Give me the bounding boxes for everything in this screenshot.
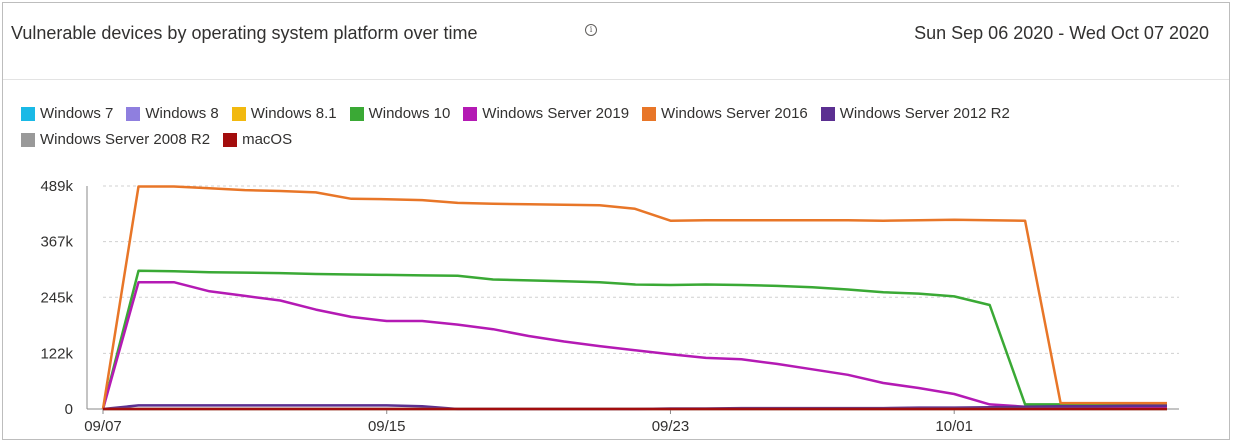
legend-label: Windows 10 xyxy=(368,105,451,122)
legend-item[interactable]: Windows Server 2012 R2 xyxy=(820,105,1010,122)
legend-swatch xyxy=(223,132,238,147)
legend-item[interactable]: Windows 7 xyxy=(21,105,113,122)
x-tick-label: 09/07 xyxy=(84,418,122,435)
legend-item[interactable]: Windows Server 2019 xyxy=(463,105,629,122)
legend-item[interactable]: Windows 10 xyxy=(349,105,451,122)
y-tick-label: 245k xyxy=(40,289,73,306)
series-line-windows-server-2016[interactable] xyxy=(101,185,1167,410)
legend-item[interactable]: Windows 8 xyxy=(126,105,219,122)
legend-label: Windows Server 2012 R2 xyxy=(839,105,1010,122)
y-tick-label: 122k xyxy=(40,345,73,362)
y-tick-label: 367k xyxy=(40,234,73,251)
date-range: Sun Sep 06 2020 - Wed Oct 07 2020 xyxy=(914,23,1209,43)
chart-title: Vulnerable devices by operating system p… xyxy=(11,23,478,43)
info-icon[interactable]: i xyxy=(585,24,597,36)
legend-label: Windows Server 2008 R2 xyxy=(40,131,211,148)
y-tick-label: 489k xyxy=(40,178,73,195)
x-tick-label: 09/23 xyxy=(652,418,690,435)
legend-swatch xyxy=(231,106,246,121)
legend-swatch xyxy=(21,106,35,121)
legend-item[interactable]: Windows 8.1 xyxy=(231,105,337,122)
series-line-windows-10[interactable] xyxy=(101,269,1167,410)
legend-swatch xyxy=(126,106,141,121)
legend-swatch xyxy=(463,106,478,121)
legend-label: macOS xyxy=(242,131,293,148)
legend-swatch xyxy=(820,106,835,121)
legend-item[interactable]: Windows Server 2016 xyxy=(642,105,808,122)
series-line-windows-server-2019[interactable] xyxy=(101,280,1167,410)
line-chart: 0 122k 245k 367k 489k 09/07 09/15 09/23 10/01 xyxy=(40,178,1179,435)
legend-label: Windows 7 xyxy=(40,105,114,122)
y-tick-label: 0 xyxy=(65,401,73,418)
legend-label: Windows 8.1 xyxy=(250,105,337,122)
chart-header: Vulnerable devices by operating system p… xyxy=(3,3,1229,80)
x-tick-label: 09/15 xyxy=(368,418,406,435)
legend-label: Windows Server 2019 xyxy=(482,105,630,122)
legend-label: Windows Server 2016 xyxy=(661,105,808,122)
legend-swatch xyxy=(21,132,35,147)
legend-swatch xyxy=(642,106,657,121)
legend-item[interactable]: Windows Server 2008 R2 xyxy=(21,131,210,148)
legend-item[interactable]: macOS xyxy=(223,131,292,148)
legend-label: Windows 8 xyxy=(145,105,219,122)
chart-legend: Windows 7 Windows 8 Windows 8.1 Windows 10 W… xyxy=(21,105,1141,148)
legend-swatch xyxy=(349,106,364,121)
x-tick-label: 10/01 xyxy=(935,418,973,435)
